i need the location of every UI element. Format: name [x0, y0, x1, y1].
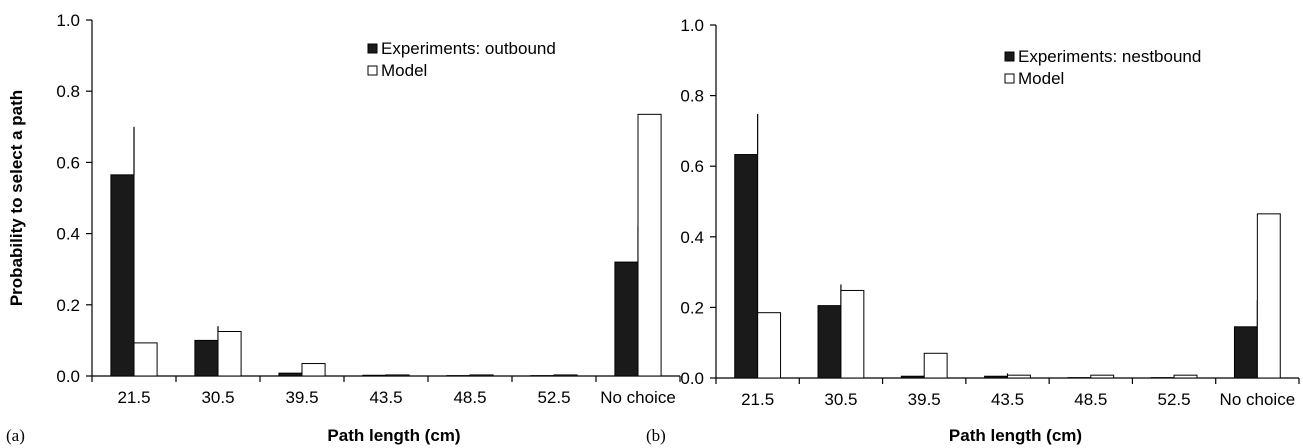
x-tick-label: 21.5 [117, 388, 150, 407]
panel-label: (a) [6, 426, 25, 445]
legend-swatch [1004, 73, 1015, 84]
bar-experiments [278, 372, 303, 377]
x-tick-label: 39.5 [285, 388, 318, 407]
bar-model [1256, 213, 1281, 379]
bar-experiments [194, 339, 219, 377]
bar-experiments [1233, 326, 1258, 379]
panel-label: (b) [646, 426, 666, 445]
legend-label: Experiments: outbound [381, 39, 556, 58]
bar-model [637, 113, 662, 377]
y-axis-label: Probability to select a path [7, 90, 26, 306]
x-tick-label: 48.5 [453, 388, 486, 407]
legend-label: Model [381, 61, 427, 80]
x-tick-label: No choice [600, 388, 676, 407]
bar-model [840, 289, 865, 379]
x-axis-label: Path length (cm) [949, 426, 1082, 445]
bar-experiments [110, 174, 135, 377]
legend: Experiments: outbound Model [367, 39, 556, 80]
legend-label: Experiments: nestbound [1018, 47, 1201, 66]
x-tick-label: 30.5 [824, 390, 857, 409]
y-tick-label: 0.4 [680, 228, 704, 247]
y-tick-label: 0.8 [680, 87, 704, 106]
y-tick-label: 0.4 [56, 225, 80, 244]
x-tick-label: 52.5 [537, 388, 570, 407]
y-tick-label: 0.2 [680, 298, 704, 317]
bar-model [1173, 374, 1198, 379]
x-tick-label: 43.5 [369, 388, 402, 407]
x-tick-label: 43.5 [991, 390, 1024, 409]
x-tick-label: 39.5 [908, 390, 941, 409]
bar-model [757, 312, 782, 379]
bar-experiments [362, 374, 387, 377]
x-tick-label: 48.5 [1074, 390, 1107, 409]
bar-experiments [984, 375, 1009, 379]
legend-swatch [367, 65, 378, 76]
y-tick-label: 0.0 [680, 369, 704, 388]
x-tick-label: No choice [1220, 390, 1296, 409]
y-tick-label: 1.0 [56, 11, 80, 30]
y-tick-label: 0.2 [56, 296, 80, 315]
y-tick-label: 0.6 [56, 153, 80, 172]
chart-panel-2: 0.0 0.2 0.4 0.6 0.8 1.0 21.5 30.5 39.5 43.5 48.5 52… [646, 16, 1300, 445]
bar-experiments [614, 261, 639, 377]
legend-label: Model [1018, 69, 1064, 88]
bar-model [301, 363, 326, 377]
y-tick-label: 0.0 [56, 367, 80, 386]
legend-swatch [1004, 51, 1015, 62]
y-tick-label: 0.6 [680, 157, 704, 176]
bar-experiments [734, 154, 759, 379]
bar-model [133, 342, 158, 377]
x-tick-label: 52.5 [1158, 390, 1191, 409]
legend-swatch [367, 43, 378, 54]
bar-experiments [817, 305, 842, 379]
bar-model [1090, 374, 1115, 379]
x-tick-label: 30.5 [201, 388, 234, 407]
legend: Experiments: nestbound Model [1004, 47, 1201, 88]
x-axis-label: Path length (cm) [327, 426, 460, 445]
chart-panel-1: 0.0 0.2 0.4 0.6 0.8 1.0 21.5 30.5 39.5 43.5 48.5 52… [6, 11, 681, 445]
x-tick-label: 21.5 [741, 390, 774, 409]
bar-model [1007, 374, 1031, 379]
y-tick-label: 1.0 [680, 16, 704, 35]
bar-experiments [900, 375, 925, 379]
bar-model [217, 331, 242, 377]
bar-model [469, 374, 494, 377]
bar-model [385, 374, 410, 377]
y-tick-label: 0.8 [56, 82, 80, 101]
bar-model [553, 374, 578, 377]
bar-model [923, 352, 948, 379]
